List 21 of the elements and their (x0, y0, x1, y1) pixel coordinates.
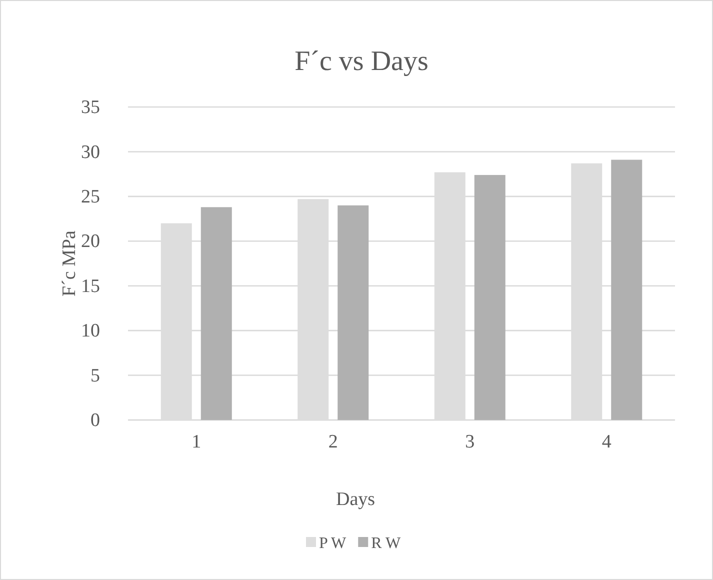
y-tick-label: 25 (81, 186, 100, 208)
x-tick-label: 4 (602, 431, 612, 452)
x-tick-label: 1 (192, 431, 202, 452)
y-tick-label: 5 (90, 365, 100, 386)
y-tick-label: 15 (81, 276, 100, 297)
y-tick-label: 20 (81, 231, 100, 252)
y-tick-label: 35 (81, 97, 100, 118)
bar (338, 205, 369, 420)
x-tick-label: 3 (465, 431, 475, 452)
y-tick-label: 10 (81, 320, 100, 342)
y-tick-label: 30 (81, 142, 100, 163)
y-tick-label: 0 (90, 410, 100, 432)
legend-label: R W (371, 535, 402, 552)
legend-label: P W (319, 535, 348, 552)
chart-title: F´c vs Days (294, 46, 428, 77)
x-axis-title: Days (336, 489, 376, 510)
y-axis-title: F´c MPa (59, 230, 80, 296)
bar (611, 160, 642, 420)
bar (200, 207, 232, 420)
x-tick-label: 2 (328, 431, 338, 452)
bar (474, 174, 506, 420)
